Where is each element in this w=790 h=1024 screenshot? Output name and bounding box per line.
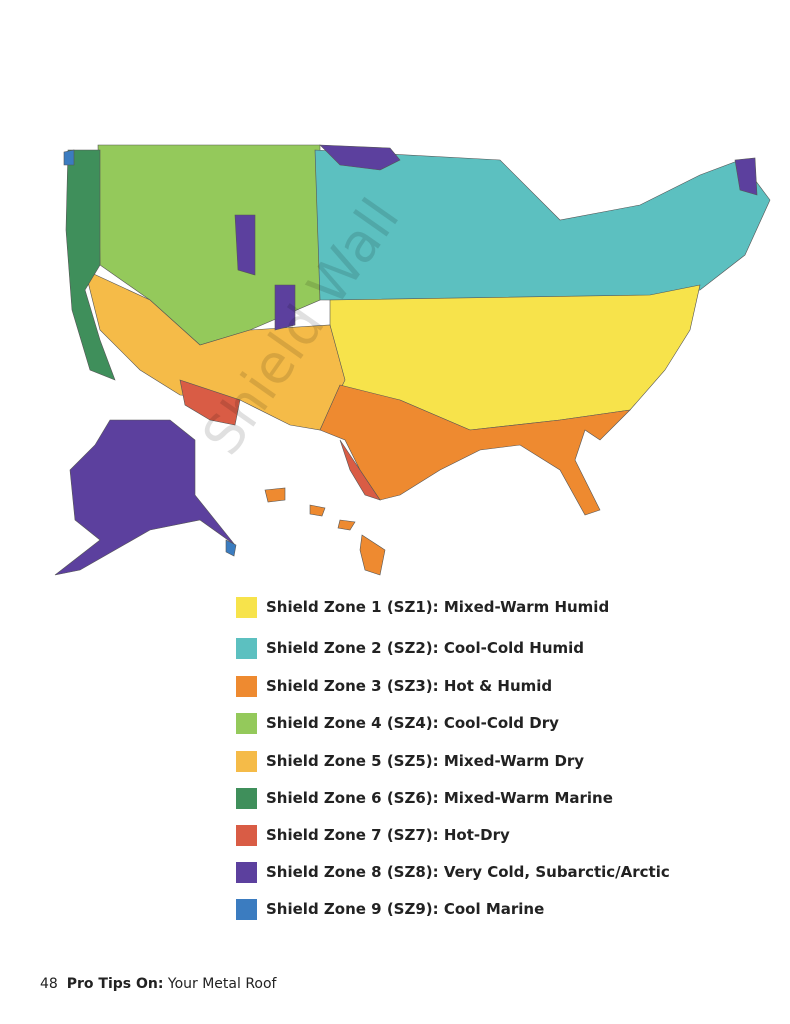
legend-item: Shield Zone 6 (SZ6): Mixed-Warm Marine: [236, 787, 613, 809]
zone-region: [274, 284, 296, 331]
zone-region: [309, 504, 326, 517]
zone-region: [225, 539, 237, 557]
legend-item: Shield Zone 4 (SZ4): Cool-Cold Dry: [236, 712, 559, 734]
legend-item: Shield Zone 1 (SZ1): Mixed-Warm Humid: [236, 596, 609, 618]
legend-swatch: [236, 675, 257, 697]
zone-region: [339, 439, 381, 501]
zone-region: [234, 214, 256, 276]
legend-label: Shield Zone 1 (SZ1): Mixed-Warm Humid: [266, 598, 610, 616]
zone-region: [63, 149, 75, 166]
zone-region: [179, 379, 241, 426]
zone-region: [264, 487, 286, 503]
legend-swatch: [236, 712, 257, 734]
footer: 48 Pro Tips On: Your Metal Roof: [40, 976, 277, 992]
climate-zone-map: [54, 144, 771, 576]
legend-label: Shield Zone 8 (SZ8): Very Cold, Subarcti…: [266, 863, 670, 881]
legend-label: Shield Zone 3 (SZ3): Hot & Humid: [266, 677, 553, 695]
zone-region: [54, 419, 236, 576]
legend-item: Shield Zone 2 (SZ2): Cool-Cold Humid: [236, 637, 584, 659]
zone-region: [359, 534, 386, 576]
legend-swatch: [236, 898, 257, 920]
zone-region: [65, 149, 116, 381]
legend-swatch: [236, 787, 257, 809]
legend-item: Shield Zone 3 (SZ3): Hot & Humid: [236, 675, 552, 697]
zone-region: [319, 144, 401, 171]
legend-item: Shield Zone 9 (SZ9): Cool Marine: [236, 898, 544, 920]
legend-item: Shield Zone 8 (SZ8): Very Cold, Subarcti…: [236, 861, 670, 883]
legend-label: Shield Zone 7 (SZ7): Hot-Dry: [266, 826, 510, 844]
zone-region: [734, 157, 758, 196]
legend-swatch: [236, 824, 257, 846]
legend-swatch: [236, 750, 257, 772]
legend-swatch: [236, 596, 257, 618]
legend-item: Shield Zone 7 (SZ7): Hot-Dry: [236, 824, 510, 846]
footer-text: Your Metal Roof: [167, 976, 277, 992]
legend-swatch: [236, 637, 257, 659]
legend-label: Shield Zone 4 (SZ4): Cool-Cold Dry: [266, 714, 559, 732]
legend-label: Shield Zone 9 (SZ9): Cool Marine: [266, 900, 545, 918]
legend-swatch: [236, 861, 257, 883]
page-number: 48: [40, 976, 58, 992]
footer-bold: Pro Tips On:: [66, 976, 164, 992]
legend-item: Shield Zone 5 (SZ5): Mixed-Warm Dry: [236, 750, 584, 772]
legend-label: Shield Zone 2 (SZ2): Cool-Cold Humid: [266, 639, 585, 657]
legend-label: Shield Zone 5 (SZ5): Mixed-Warm Dry: [266, 752, 585, 770]
zone-region: [337, 519, 356, 531]
legend-label: Shield Zone 6 (SZ6): Mixed-Warm Marine: [266, 789, 613, 807]
